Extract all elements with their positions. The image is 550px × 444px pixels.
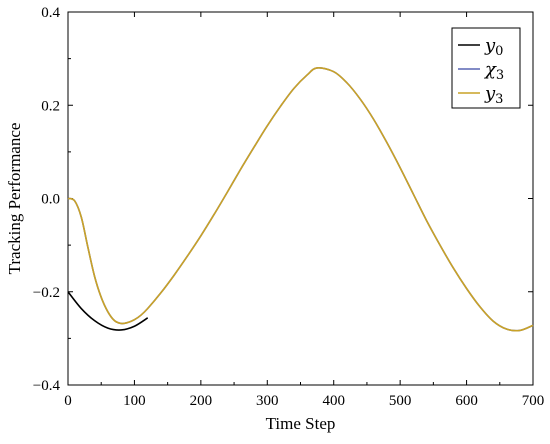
x-axis-title: Time Step (266, 414, 336, 433)
y-tick-label: −0.2 (33, 285, 60, 301)
legend-label: y0 (484, 35, 503, 59)
x-tick-label: 600 (455, 393, 478, 409)
x-tick-label: 200 (190, 393, 213, 409)
legend-label: χ3 (483, 59, 504, 83)
series-layer (67, 67, 534, 332)
y-tick-label: 0.2 (41, 98, 60, 114)
series-line-3 (67, 67, 534, 332)
y-tick-label: 0.0 (41, 192, 60, 208)
x-tick-label: 300 (256, 393, 279, 409)
x-tick-label: 100 (123, 393, 146, 409)
legend-label: y3 (484, 83, 503, 107)
y-tick-label: −0.4 (33, 378, 61, 394)
x-tick-label: 700 (522, 393, 545, 409)
y-tick-label: 0.4 (41, 5, 60, 21)
y-axis-title: Tracking Performance (5, 123, 24, 275)
x-tick-label: 500 (389, 393, 412, 409)
y-axis: −0.4 −0.2 0.0 0.2 0.4 (33, 5, 533, 394)
legend-box (451, 27, 521, 109)
x-tick-label: 400 (322, 393, 345, 409)
x-axis: 0 100 200 300 400 500 600 700 (64, 12, 544, 409)
x-tick-label: 0 (64, 393, 72, 409)
series-line-1 (67, 291, 149, 331)
